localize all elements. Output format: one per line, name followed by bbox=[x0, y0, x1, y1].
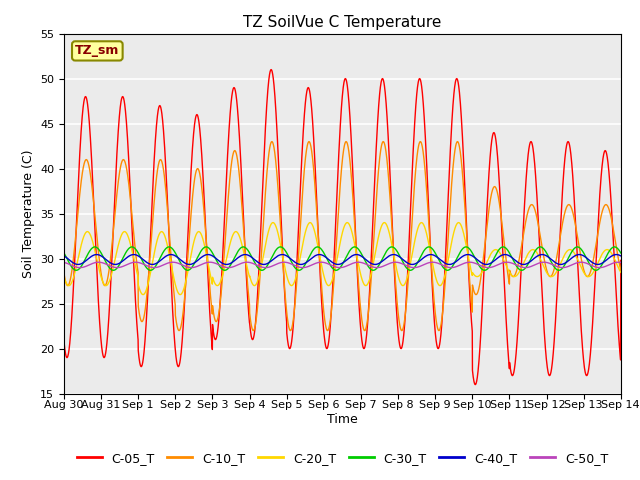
Line: C-10_T: C-10_T bbox=[64, 142, 621, 331]
C-40_T bbox=[124, 254, 132, 260]
Legend: C-05_T, C-10_T, C-20_T, C-30_T, C-40_T, C-50_T: C-05_T, C-10_T, C-20_T, C-30_T, C-40_T, … bbox=[72, 447, 613, 469]
C-10_T bbox=[157, 157, 164, 163]
C-20_T bbox=[298, 246, 306, 252]
C-40_T bbox=[60, 253, 68, 259]
C-20_T bbox=[157, 229, 164, 235]
C-20_T bbox=[606, 249, 614, 254]
C-50_T bbox=[614, 259, 622, 265]
C-50_T bbox=[124, 262, 132, 267]
C-05_T bbox=[268, 67, 275, 72]
C-30_T bbox=[157, 254, 164, 260]
C-50_T bbox=[298, 264, 306, 270]
C-30_T bbox=[72, 267, 80, 273]
C-10_T bbox=[274, 181, 282, 187]
C-50_T bbox=[617, 260, 625, 265]
Line: C-20_T: C-20_T bbox=[64, 223, 621, 295]
C-50_T bbox=[274, 261, 282, 266]
X-axis label: Time: Time bbox=[327, 413, 358, 426]
C-10_T bbox=[617, 267, 625, 273]
C-30_T bbox=[124, 247, 132, 252]
C-20_T bbox=[454, 220, 462, 226]
C-05_T bbox=[617, 257, 625, 263]
C-05_T bbox=[60, 338, 68, 344]
C-20_T bbox=[547, 274, 554, 279]
C-40_T bbox=[606, 254, 614, 260]
C-10_T bbox=[60, 271, 68, 276]
C-30_T bbox=[60, 250, 68, 256]
C-20_T bbox=[60, 274, 68, 280]
C-40_T bbox=[617, 253, 625, 259]
C-40_T bbox=[74, 262, 82, 267]
C-40_T bbox=[157, 257, 164, 263]
C-05_T bbox=[547, 372, 554, 378]
C-10_T bbox=[454, 139, 461, 144]
Y-axis label: Soil Temperature (C): Soil Temperature (C) bbox=[22, 149, 35, 278]
C-50_T bbox=[60, 260, 68, 265]
C-05_T bbox=[472, 382, 479, 387]
C-20_T bbox=[140, 292, 147, 298]
C-30_T bbox=[546, 257, 554, 263]
C-50_T bbox=[606, 262, 614, 267]
C-30_T bbox=[274, 245, 282, 251]
C-05_T bbox=[157, 104, 164, 109]
C-05_T bbox=[606, 186, 614, 192]
C-50_T bbox=[546, 261, 554, 266]
C-20_T bbox=[617, 269, 625, 275]
Line: C-30_T: C-30_T bbox=[64, 247, 621, 270]
C-40_T bbox=[274, 253, 282, 259]
C-40_T bbox=[546, 255, 554, 261]
C-10_T bbox=[606, 211, 614, 216]
C-10_T bbox=[175, 328, 183, 334]
C-30_T bbox=[606, 247, 614, 253]
C-20_T bbox=[274, 229, 282, 235]
C-05_T bbox=[298, 155, 306, 160]
C-05_T bbox=[274, 142, 282, 148]
C-20_T bbox=[124, 232, 131, 238]
C-40_T bbox=[298, 262, 306, 267]
Line: C-50_T: C-50_T bbox=[64, 262, 621, 267]
C-50_T bbox=[76, 264, 84, 270]
Line: C-05_T: C-05_T bbox=[64, 70, 621, 384]
C-30_T bbox=[298, 266, 306, 272]
Text: TZ_sm: TZ_sm bbox=[75, 44, 120, 58]
C-40_T bbox=[612, 252, 620, 257]
Line: C-40_T: C-40_T bbox=[64, 254, 621, 264]
C-50_T bbox=[157, 263, 164, 269]
C-10_T bbox=[547, 274, 554, 279]
C-10_T bbox=[124, 171, 131, 177]
C-05_T bbox=[124, 135, 131, 141]
Title: TZ SoilVue C Temperature: TZ SoilVue C Temperature bbox=[243, 15, 442, 30]
C-30_T bbox=[611, 244, 618, 250]
C-30_T bbox=[617, 250, 625, 256]
C-10_T bbox=[298, 200, 306, 206]
